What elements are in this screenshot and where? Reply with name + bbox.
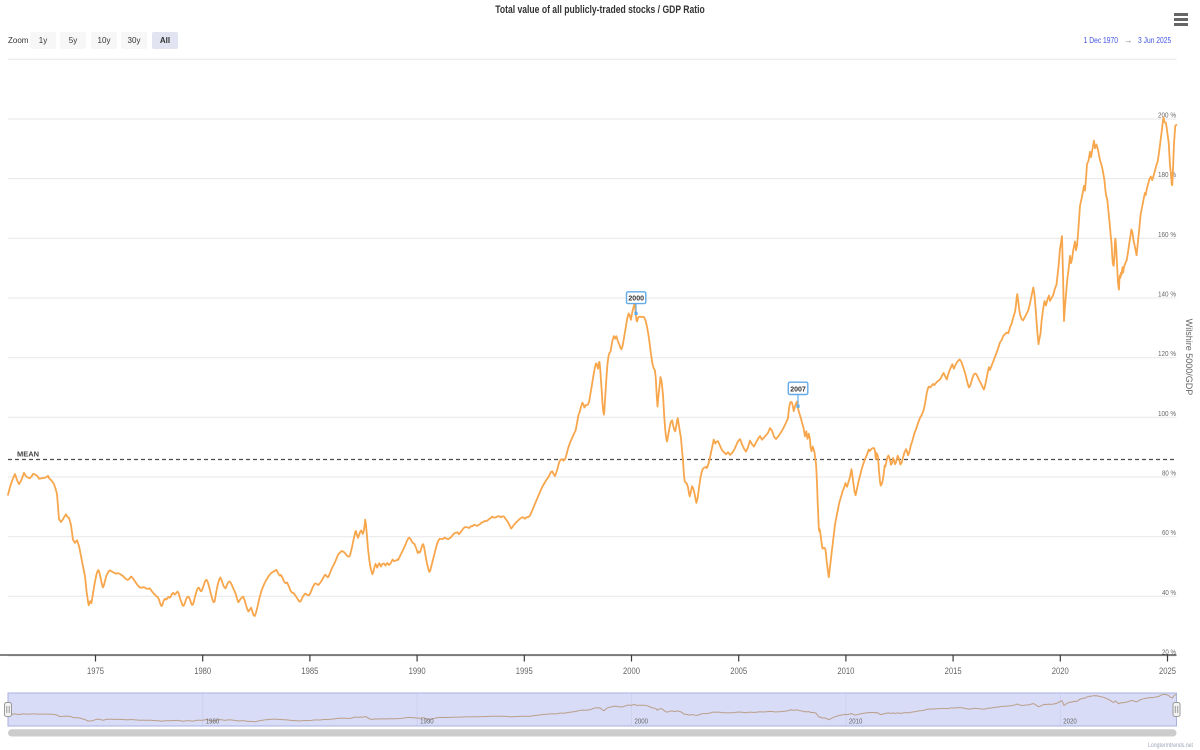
svg-text:2000: 2000 <box>635 717 649 726</box>
svg-text:120 %: 120 % <box>1158 349 1176 358</box>
svg-text:80 %: 80 % <box>1162 469 1176 478</box>
svg-text:200 %: 200 % <box>1158 111 1176 120</box>
svg-text:2000: 2000 <box>623 666 640 677</box>
svg-text:20 %: 20 % <box>1162 648 1176 657</box>
svg-text:1980: 1980 <box>194 666 211 677</box>
svg-text:2010: 2010 <box>837 666 854 677</box>
svg-text:2025: 2025 <box>1159 666 1176 677</box>
svg-text:Longtermtrends.net: Longtermtrends.net <box>1148 742 1193 749</box>
svg-text:60 %: 60 % <box>1162 528 1176 537</box>
svg-text:2007: 2007 <box>790 386 806 393</box>
svg-text:2015: 2015 <box>945 666 962 677</box>
svg-text:100 %: 100 % <box>1158 409 1176 418</box>
svg-text:1985: 1985 <box>301 666 318 677</box>
svg-text:180 %: 180 % <box>1158 170 1176 179</box>
svg-text:1995: 1995 <box>516 666 533 677</box>
svg-text:1990: 1990 <box>420 717 434 726</box>
svg-text:2000: 2000 <box>628 296 644 303</box>
svg-text:MEAN: MEAN <box>17 450 39 459</box>
svg-text:40 %: 40 % <box>1162 588 1176 597</box>
svg-text:140 %: 140 % <box>1158 290 1176 299</box>
svg-text:1980: 1980 <box>206 717 220 726</box>
svg-text:2010: 2010 <box>849 717 863 726</box>
svg-text:1990: 1990 <box>409 666 426 677</box>
svg-text:Wilshire 5000/GDP: Wilshire 5000/GDP <box>1184 319 1194 396</box>
svg-text:1975: 1975 <box>87 666 104 677</box>
svg-text:160 %: 160 % <box>1158 230 1176 239</box>
svg-text:2020: 2020 <box>1063 717 1077 726</box>
svg-text:2020: 2020 <box>1052 666 1069 677</box>
svg-text:2005: 2005 <box>730 666 747 677</box>
